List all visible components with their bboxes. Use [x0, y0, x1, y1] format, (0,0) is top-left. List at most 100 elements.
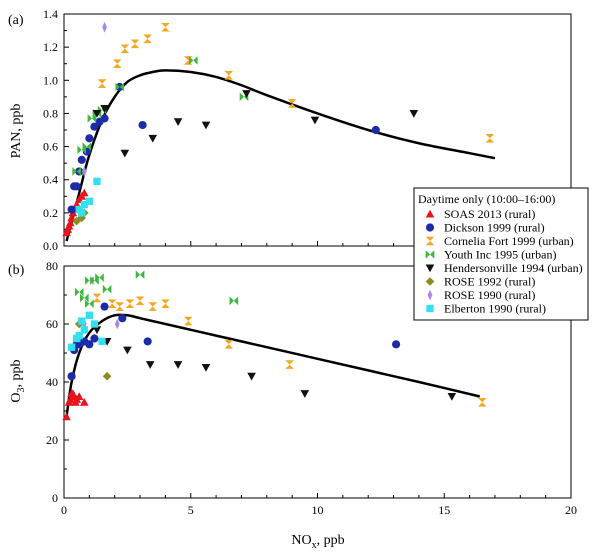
panel-b-series-hendersonville-1994-urban — [92, 326, 457, 401]
panel-b-point-cornelia-fort-1999-urban — [183, 316, 193, 326]
panel-a-point-cornelia-fort-1999-urban — [112, 59, 122, 69]
panel-b-axes: 0 20 40 60 80 0 5 10 15 20 — [46, 259, 577, 517]
panel-b-point-elberton-1990-rural — [67, 343, 76, 351]
panel-a-point-cornelia-fort-1999-urban — [485, 133, 495, 143]
legend-item-rose-1992-rural: ROSE 1992 (rural) — [425, 275, 535, 289]
panel-a-point-cornelia-fort-1999-urban — [161, 22, 170, 32]
legend-items: SOAS 2013 (rural)Dickson 1999 (rural)Cor… — [425, 207, 583, 316]
panel-a-point-cornelia-fort-1999-urban — [287, 99, 297, 108]
legend-label-rose-1990-rural: ROSE 1990 (rural) — [444, 288, 535, 302]
panel-b-point-cornelia-fort-1999-urban — [224, 340, 234, 349]
panel-a-point-dickson-1999-rural — [67, 205, 76, 214]
panel-a-point-hendersonville-1994-urban — [120, 149, 130, 158]
panel-b-ylabel: O3, ppb — [9, 359, 27, 402]
panel-a-point-rose-1990-rural — [102, 21, 107, 33]
legend-label-dickson-1999-rural: Dickson 1999 (rural) — [444, 221, 545, 235]
panel-a-point-rose-1990-rural — [81, 166, 87, 177]
panel-a-ylabel: PAN, ppb — [9, 104, 24, 159]
panel-b-point-elberton-1990-rural — [90, 320, 99, 328]
panel-b-xtick-label: 10 — [312, 503, 324, 517]
legend-item-dickson-1999-rural: Dickson 1999 (rural) — [425, 221, 545, 235]
panel-b-xtick-label: 20 — [565, 503, 577, 517]
panel-a-series-cornelia-fort-1999-urban — [97, 22, 495, 143]
x-axis-title-main: NO — [291, 533, 311, 548]
legend-marker-soas-2013-rural — [425, 209, 435, 218]
legend-item-youth-inc-1995-urban: Youth Inc 1995 (urban) — [425, 248, 556, 262]
panel-b-point-dickson-1999-rural — [118, 314, 127, 323]
panel-a-point-hendersonville-1994-urban — [242, 90, 251, 98]
panel-a-point-elberton-1990-rural — [80, 200, 88, 209]
panel-a-point-cornelia-fort-1999-urban — [224, 71, 234, 80]
panel-b-series-elberton-1990-rural — [67, 311, 106, 351]
panel-a-point-cornelia-fort-1999-urban — [143, 34, 152, 44]
panel-b-point-youth-inc-1995-urban — [135, 270, 145, 279]
panel-b-point-cornelia-fort-1999-urban — [135, 296, 145, 306]
panel-b: (b) O3, ppb 0 20 40 60 80 0 5 10 15 20 — [8, 259, 577, 517]
panel-a-point-youth-inc-1995-urban — [82, 142, 92, 151]
panel-a-point-soas-2013-rural — [67, 213, 76, 222]
panel-a-point-youth-inc-1995-urban — [115, 82, 125, 92]
panel-b-ytick-label: 0 — [52, 491, 58, 505]
legend-item-cornelia-fort-1999-urban: Cornelia Fort 1999 (urban) — [425, 234, 574, 248]
panel-b-point-cornelia-fort-1999-urban — [477, 398, 487, 407]
panel-b-point-rose-1990-rural — [114, 318, 120, 330]
panel-a-fit-curve — [65, 69, 496, 242]
panel-a-ytick-label: 0.4 — [43, 173, 58, 187]
panel-a-label: (a) — [8, 13, 24, 28]
panel-a-point-hendersonville-1994-urban — [201, 121, 211, 130]
panel-a-series-dickson-1999-rural — [67, 82, 380, 214]
panel-a-point-youth-inc-1995-urban — [188, 56, 198, 65]
panel-b-point-cornelia-fort-1999-urban — [125, 299, 135, 308]
panel-a-axes: 0.0 0.2 0.4 0.6 0.8 1.0 1.2 1.4 — [43, 7, 572, 253]
panel-b-data-points — [62, 270, 487, 421]
panel-a-ytick-label: 0.2 — [43, 206, 58, 220]
panel-a-point-soas-2013-rural — [79, 188, 89, 197]
panel-a-ytick-label: 1.2 — [43, 40, 58, 54]
panel-a-point-dickson-1999-rural — [77, 155, 86, 164]
legend-label-soas-2013-rural: SOAS 2013 (rural) — [444, 207, 535, 221]
panel-a-data-points — [62, 21, 495, 237]
panel-b-point-dickson-1999-rural — [85, 340, 94, 349]
panel-a-point-hendersonville-1994-urban — [409, 109, 419, 118]
panel-b-series-soas-2013-rural — [62, 389, 89, 421]
panel-a-ytick-label: 0.0 — [43, 239, 58, 253]
x-axis-title: NOx, ppb — [291, 533, 344, 551]
panel-b-label: (b) — [8, 263, 25, 278]
panel-b-point-soas-2013-rural — [62, 412, 71, 421]
panel-b-point-cornelia-fort-1999-urban — [148, 302, 158, 311]
panel-a-point-hendersonville-1994-urban — [148, 134, 158, 143]
panel-a-series-youth-inc-1995-urban — [72, 56, 249, 176]
panel-b-point-elberton-1990-rural — [75, 331, 83, 340]
panel-b-point-hendersonville-1994-urban — [201, 364, 211, 372]
panel-a-point-dickson-1999-rural — [371, 125, 380, 135]
legend-box — [413, 187, 589, 321]
panel-b-point-cornelia-fort-1999-urban — [115, 302, 125, 311]
panel-b-point-hendersonville-1994-urban — [173, 361, 183, 369]
panel-b-point-cornelia-fort-1999-urban — [107, 299, 117, 308]
legend-label-youth-inc-1995-urban: Youth Inc 1995 (urban) — [444, 248, 556, 262]
panel-a-point-cornelia-fort-1999-urban — [97, 79, 107, 88]
panel-b-fit-curve — [65, 313, 481, 417]
legend-label-hendersonville-1994-urban: Hendersonville 1994 (urban) — [444, 261, 583, 275]
panel-a-point-hendersonville-1994-urban — [173, 118, 183, 127]
legend-marker-cornelia-fort-1999-urban — [425, 236, 435, 246]
panel-a-point-youth-inc-1995-urban — [87, 114, 97, 123]
panel-b-point-soas-2013-rural — [74, 392, 84, 400]
panel-b-point-elberton-1990-rural — [80, 326, 88, 334]
panel-b-point-dickson-1999-rural — [392, 340, 401, 349]
panel-a-point-dickson-1999-rural — [85, 134, 94, 143]
panel-b-point-hendersonville-1994-urban — [300, 390, 310, 398]
panel-a-point-dickson-1999-rural — [90, 122, 99, 131]
panel-b-point-hendersonville-1994-urban — [145, 361, 155, 369]
panel-b-point-hendersonville-1994-urban — [247, 372, 256, 381]
panel-b-point-elberton-1990-rural — [85, 311, 94, 319]
panel-b-xtick-label: 15 — [438, 503, 450, 517]
panel-a-series-hendersonville-1994-urban — [92, 90, 419, 158]
panel-b-point-youth-inc-1995-urban — [85, 299, 94, 308]
panel-b-xtick-label: 0 — [61, 503, 67, 517]
legend-marker-rose-1992-rural — [425, 277, 435, 286]
panel-a-point-hendersonville-1994-urban — [100, 105, 109, 113]
legend-label-cornelia-fort-1999-urban: Cornelia Fort 1999 (urban) — [444, 234, 574, 248]
panel-b-point-youth-inc-1995-urban — [95, 273, 104, 282]
